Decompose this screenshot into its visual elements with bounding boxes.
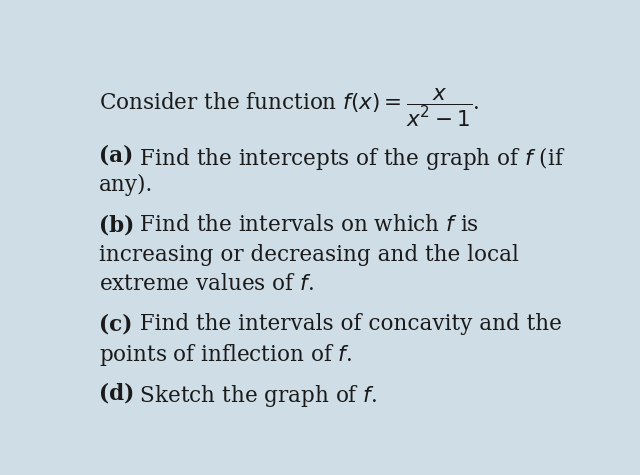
Text: (c): (c) [99, 313, 132, 335]
Text: (d): (d) [99, 382, 134, 405]
Text: Find the intervals of concavity and the: Find the intervals of concavity and the [132, 313, 561, 335]
Text: Find the intervals on which $f$ is: Find the intervals on which $f$ is [132, 214, 479, 236]
Text: increasing or decreasing and the local: increasing or decreasing and the local [99, 244, 519, 266]
Text: any).: any). [99, 174, 153, 196]
Text: extreme values of $f$.: extreme values of $f$. [99, 273, 314, 295]
Text: Consider the function $f(x) = \dfrac{x}{x^2-1}$.: Consider the function $f(x) = \dfrac{x}{… [99, 87, 479, 129]
Text: Find the intercepts of the graph of $f$ (if: Find the intercepts of the graph of $f$ … [132, 145, 565, 172]
Text: (b): (b) [99, 214, 134, 236]
Text: (a): (a) [99, 145, 133, 167]
Text: Sketch the graph of $f$.: Sketch the graph of $f$. [132, 382, 377, 408]
Text: points of inflection of $f$.: points of inflection of $f$. [99, 342, 352, 368]
